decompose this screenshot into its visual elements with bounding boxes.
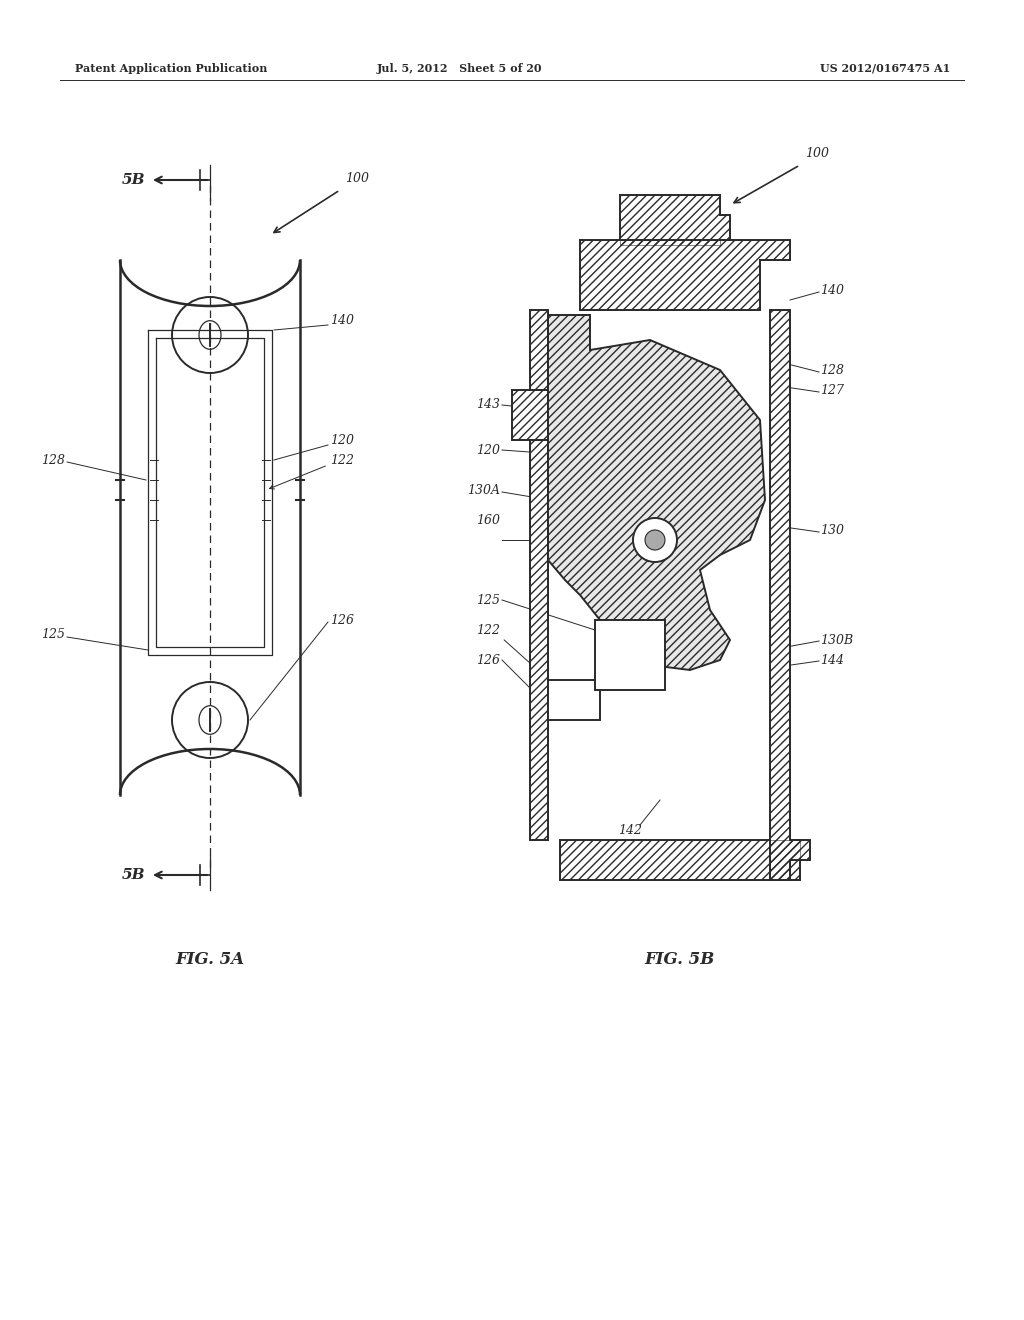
Polygon shape xyxy=(580,240,790,310)
Text: 130A: 130A xyxy=(467,483,500,496)
Text: 122: 122 xyxy=(476,623,500,636)
Wedge shape xyxy=(120,705,300,795)
Text: 140: 140 xyxy=(820,284,844,297)
Text: 130B: 130B xyxy=(820,634,853,647)
Text: 143: 143 xyxy=(476,399,500,412)
Text: US 2012/0167475 A1: US 2012/0167475 A1 xyxy=(820,62,950,74)
Text: 144: 144 xyxy=(820,653,844,667)
Polygon shape xyxy=(770,310,810,880)
Text: 120: 120 xyxy=(330,433,354,446)
Text: 120: 120 xyxy=(476,444,500,457)
Text: 127: 127 xyxy=(820,384,844,396)
Wedge shape xyxy=(120,260,300,350)
Text: FIG. 5B: FIG. 5B xyxy=(645,952,715,969)
Polygon shape xyxy=(530,440,548,840)
Polygon shape xyxy=(548,315,765,671)
Text: 142: 142 xyxy=(618,824,642,837)
Text: 5B: 5B xyxy=(122,869,145,882)
Text: FIG. 5A: FIG. 5A xyxy=(175,952,245,969)
Polygon shape xyxy=(530,310,548,389)
Text: 100: 100 xyxy=(805,147,829,160)
Text: 125: 125 xyxy=(476,594,500,606)
Text: 126: 126 xyxy=(476,653,500,667)
Text: 122: 122 xyxy=(330,454,354,466)
Circle shape xyxy=(633,517,677,562)
Text: 128: 128 xyxy=(820,363,844,376)
Text: 5B: 5B xyxy=(122,173,145,187)
Text: 100: 100 xyxy=(345,172,369,185)
Polygon shape xyxy=(560,840,800,880)
Polygon shape xyxy=(595,620,665,690)
Polygon shape xyxy=(620,195,730,246)
Text: Jul. 5, 2012   Sheet 5 of 20: Jul. 5, 2012 Sheet 5 of 20 xyxy=(377,62,543,74)
Polygon shape xyxy=(548,680,600,719)
Text: 160: 160 xyxy=(476,513,500,527)
Polygon shape xyxy=(512,389,548,440)
FancyBboxPatch shape xyxy=(120,260,300,795)
Text: 140: 140 xyxy=(330,314,354,326)
Text: 125: 125 xyxy=(41,628,65,642)
Text: 126: 126 xyxy=(330,614,354,627)
Text: 128: 128 xyxy=(41,454,65,466)
Circle shape xyxy=(645,531,665,550)
Text: 130: 130 xyxy=(820,524,844,536)
Text: Patent Application Publication: Patent Application Publication xyxy=(75,62,267,74)
